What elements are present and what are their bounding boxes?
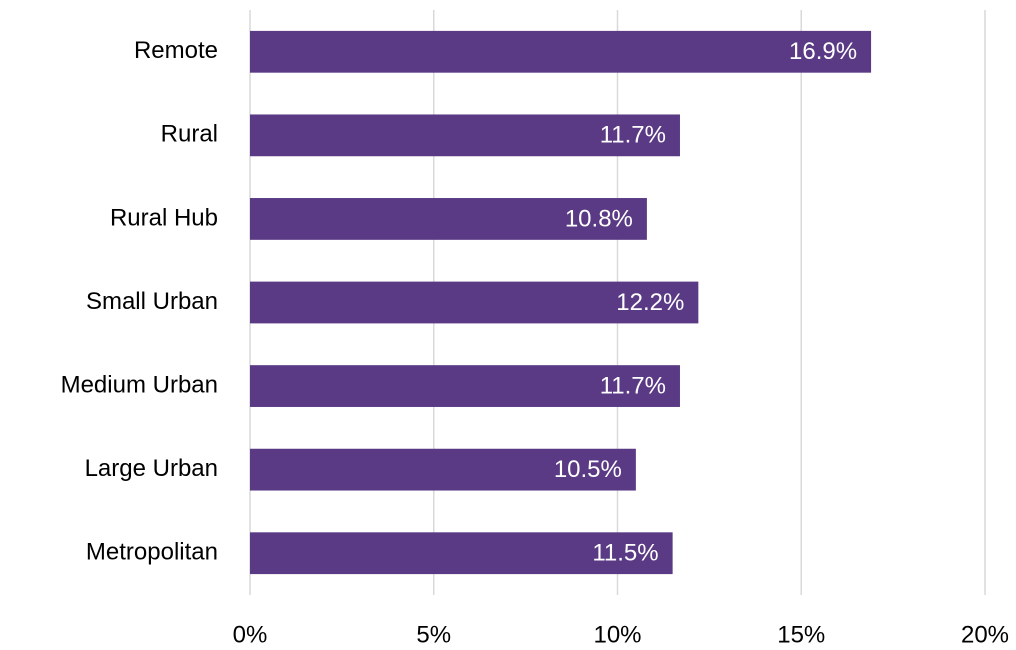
value-label: 10.8% (565, 205, 633, 232)
value-label: 11.7% (600, 372, 666, 399)
x-tick-label: 10% (593, 621, 641, 648)
value-label: 12.2% (616, 289, 684, 316)
bar (250, 281, 699, 324)
y-tick-label: Rural Hub (110, 204, 218, 231)
bar (250, 448, 636, 491)
value-label: 10.5% (554, 456, 622, 483)
value-label: 11.5% (592, 540, 658, 567)
bar (250, 114, 680, 157)
x-tick-label: 15% (777, 621, 825, 648)
x-tick-label: 5% (416, 621, 451, 648)
y-tick-label: Small Urban (86, 288, 218, 315)
bar (250, 365, 680, 407)
x-tick-label: 0% (233, 621, 268, 648)
y-tick-label: Metropolitan (86, 539, 218, 566)
value-label: 11.7% (600, 122, 666, 149)
y-tick-label: Medium Urban (61, 371, 218, 398)
x-tick-label: 20% (961, 621, 1009, 648)
y-tick-label: Rural (161, 121, 218, 148)
y-tick-label: Large Urban (85, 455, 218, 482)
value-label: 16.9% (789, 38, 857, 65)
bar (250, 532, 673, 575)
y-tick-label: Remote (134, 37, 218, 64)
bar (250, 30, 872, 73)
bar (250, 198, 647, 240)
